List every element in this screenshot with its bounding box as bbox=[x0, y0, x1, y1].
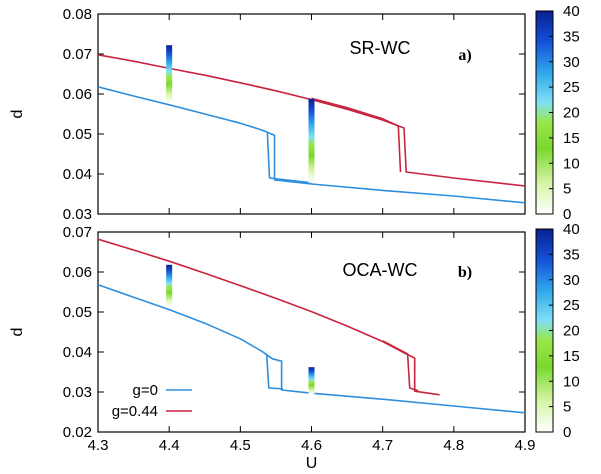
colorbar-tick-label: 0 bbox=[563, 206, 571, 223]
distribution-bar bbox=[166, 264, 173, 306]
colorbar-tick-label: 40 bbox=[563, 221, 580, 238]
y-tick-label: 0.04 bbox=[63, 166, 92, 183]
x-tick-label: 4.6 bbox=[301, 437, 322, 454]
colorbar-tick-label: 10 bbox=[563, 373, 580, 390]
series-line bbox=[311, 97, 402, 173]
y-axis-label: d bbox=[9, 328, 26, 337]
y-tick-label: 0.04 bbox=[63, 344, 92, 361]
y-tick-label: 0.02 bbox=[63, 424, 92, 441]
x-tick-label: 4.5 bbox=[230, 437, 251, 454]
colorbar-tick-label: 5 bbox=[563, 181, 571, 198]
colorbar-tick-label: 25 bbox=[563, 297, 580, 314]
y-tick-label: 0.05 bbox=[63, 126, 92, 143]
series-line bbox=[97, 284, 526, 414]
x-tick-label: 4.7 bbox=[372, 437, 393, 454]
y-tick-label: 0.07 bbox=[63, 224, 92, 241]
legend-label: g=0 bbox=[133, 382, 158, 399]
x-tick-label: 4.9 bbox=[515, 437, 536, 454]
panel-a: 0.03 0.04 0.05 0.06 0.07 0.08 d SR-WC a) 0 5 10 15 20… bbox=[9, 3, 580, 223]
panel-name: OCA-WC bbox=[343, 260, 418, 280]
colorbar-tick-label: 0 bbox=[563, 424, 571, 441]
distribution-bar bbox=[308, 98, 315, 183]
panel-letter: b) bbox=[458, 264, 472, 281]
panel-letter: a) bbox=[458, 47, 471, 64]
colorbar-tick-label: 10 bbox=[563, 155, 580, 172]
series-line bbox=[97, 238, 440, 396]
y-tick-label: 0.06 bbox=[63, 264, 92, 281]
y-tick-label: 0.08 bbox=[63, 6, 92, 23]
series-line bbox=[265, 354, 284, 390]
y-tick-label: 0.06 bbox=[63, 86, 92, 103]
y-tick-label: 0.07 bbox=[63, 46, 92, 63]
colorbar-tick-label: 20 bbox=[563, 323, 580, 340]
colorbar-tick-label: 15 bbox=[563, 348, 580, 365]
distribution-bar bbox=[166, 45, 173, 103]
legend-label: g=0.44 bbox=[112, 403, 158, 420]
plot-frame bbox=[97, 231, 526, 433]
colorbar-tick-label: 25 bbox=[563, 79, 580, 96]
y-tick-label: 0.03 bbox=[63, 384, 92, 401]
colorbar-tick-label: 15 bbox=[563, 130, 580, 147]
x-axis-label: U bbox=[306, 455, 318, 472]
x-tick-label: 4.4 bbox=[159, 437, 180, 454]
colorbar-tick-label: 30 bbox=[563, 272, 580, 289]
series-line bbox=[266, 133, 312, 184]
series-line bbox=[97, 86, 526, 204]
colorbar-tick-label: 5 bbox=[563, 399, 571, 416]
colorbar-tick-label: 35 bbox=[563, 246, 580, 263]
y-tick-label: 0.05 bbox=[63, 304, 92, 321]
y-tick-label: 0.03 bbox=[63, 206, 92, 223]
colorbar-tick-label: 40 bbox=[563, 3, 580, 20]
panel-b: 0.02 0.03 0.04 0.05 0.06 0.07 4.3 4.4 4.5 4.6 4.7 4… bbox=[9, 221, 580, 472]
y-axis-label: d bbox=[9, 110, 26, 119]
legend: g=0 g=0.44 bbox=[112, 382, 192, 420]
series-line bbox=[382, 340, 419, 392]
x-tick-label: 4.8 bbox=[443, 437, 464, 454]
colorbar-tick-label: 35 bbox=[563, 28, 580, 45]
panel-name: SR-WC bbox=[350, 38, 411, 58]
colorbar-tick-label: 20 bbox=[563, 105, 580, 122]
colorbar-tick-label: 30 bbox=[563, 54, 580, 71]
x-tick-label: 4.3 bbox=[88, 437, 109, 454]
distribution-bar bbox=[308, 367, 315, 394]
